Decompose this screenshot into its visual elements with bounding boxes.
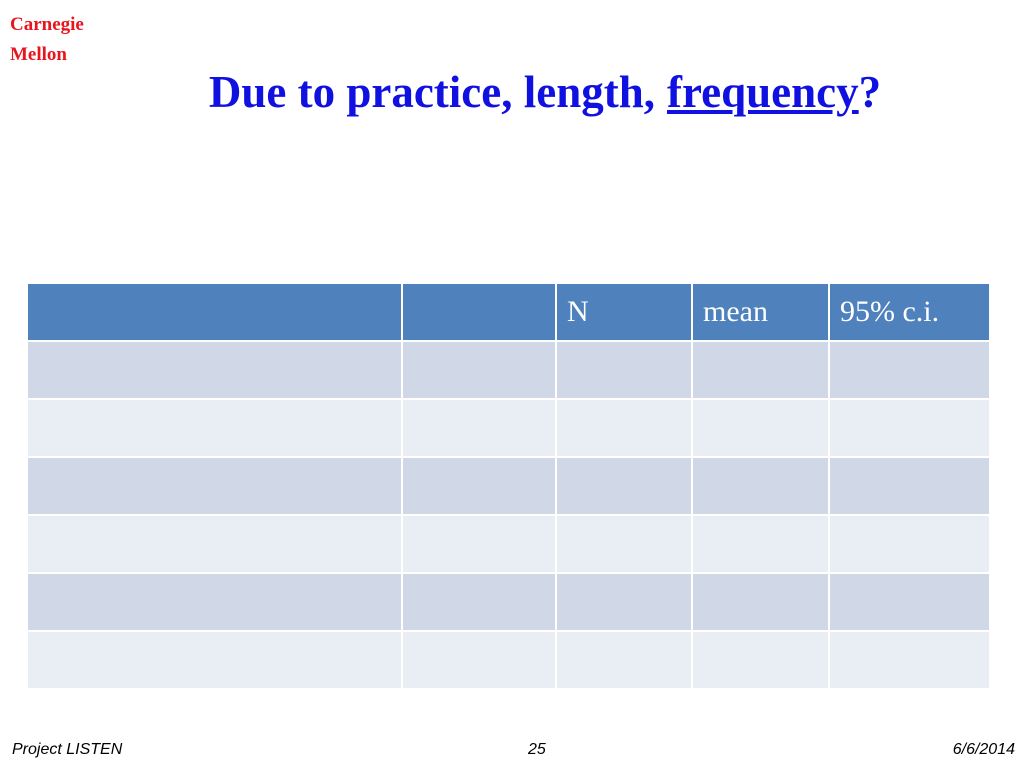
footer-page: 25 xyxy=(528,741,546,758)
row xyxy=(26,630,991,690)
row xyxy=(26,514,991,574)
header-cell: 95% c.i. xyxy=(828,282,991,342)
row xyxy=(26,572,991,632)
header-cell: N xyxy=(555,282,693,342)
logo-line: Carnegie xyxy=(10,14,84,35)
header-cell xyxy=(26,282,403,342)
title-text: ? xyxy=(858,67,882,117)
row xyxy=(26,340,991,400)
header-row: N mean 95% c.i. xyxy=(26,282,991,342)
table: N mean 95% c.i. xyxy=(26,282,991,690)
row xyxy=(26,456,991,516)
footer-date: 6/6/2014 xyxy=(952,741,1015,758)
header-cell xyxy=(401,282,557,342)
title-text: Due to practice, length, xyxy=(208,67,655,117)
footer-left: Project LISTEN xyxy=(12,741,123,758)
logo-line: Mellon xyxy=(10,44,67,65)
row xyxy=(26,398,991,458)
title: Due to practice, length, frequency? xyxy=(0,66,1024,118)
header-cell: mean xyxy=(691,282,830,342)
title-underlined: frequency xyxy=(667,67,859,117)
